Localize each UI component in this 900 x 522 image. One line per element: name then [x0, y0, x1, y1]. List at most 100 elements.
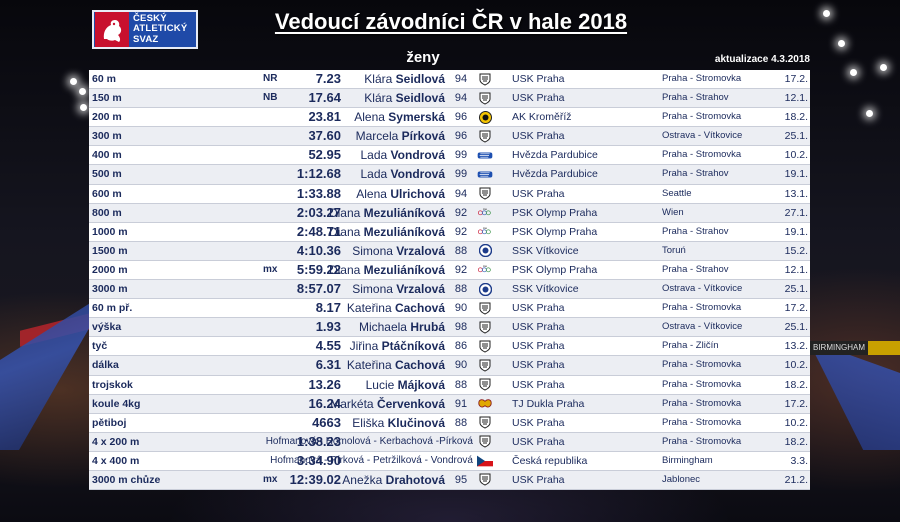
table-row: 60 m př. 8.17 Kateřina Cachová 90 USK Praha P…	[89, 299, 810, 319]
result: 23.81	[308, 109, 341, 125]
athlete-last-name: Májková	[397, 377, 445, 392]
result: 52.95	[308, 147, 341, 163]
club-name: USK Praha	[512, 130, 565, 143]
athlete-name: Alena Symerská	[259, 108, 445, 126]
logo-line-1: ČESKÝ	[133, 12, 167, 24]
athlete-last-name: Mezuliáníková	[363, 205, 445, 220]
club-name: SSK Vítkovice	[512, 244, 579, 257]
club-name: PSK Olymp Praha	[512, 206, 598, 219]
athlete-name: Kateřina Cachová	[259, 299, 445, 317]
athlete-last-name: Cachová	[394, 301, 445, 316]
discipline: 800 m	[92, 206, 122, 219]
athlete-last-name: Červenková	[376, 396, 445, 411]
venue: Praha - Zličín	[662, 340, 719, 352]
table-row: 1500 m 4:10.36 Simona Vrzalová 88 SSK Vítkov…	[89, 241, 810, 261]
venue: Praha - Strahov	[662, 92, 729, 104]
venue: Birmingham	[662, 454, 713, 466]
birth-year: 96	[454, 130, 468, 143]
athlete-last-name: Mezuliáníková	[363, 224, 445, 239]
date: 12.1.	[784, 92, 808, 105]
birth-year: 99	[454, 149, 468, 162]
birth-year: 88	[454, 283, 468, 296]
table-row: 500 m 1:12.68 Lada Vondrová 99 Hvězda Pardub…	[89, 165, 810, 185]
athlete-first-name: Alena	[356, 186, 387, 201]
date: 19.1.	[784, 168, 808, 181]
arena-ad-birmingham: BIRMINGHAM	[810, 341, 868, 355]
club-name: USK Praha	[512, 378, 565, 391]
record-note: NR	[263, 73, 278, 84]
usk-icon	[477, 72, 493, 86]
athlete-first-name: Diana	[328, 224, 361, 239]
result: 1:38.23	[296, 433, 341, 449]
athlete-name: Simona Vrzalová	[259, 242, 445, 260]
table-row: tyč 4.55 Jiřina Ptáčníková 86 USK Praha Praha…	[89, 337, 810, 357]
venue: Praha - Stromovka	[662, 111, 742, 123]
venue: Ostrava - Vítkovice	[662, 321, 743, 333]
club-name: Hvězda Pardubice	[512, 168, 598, 181]
athlete-first-name: Eliška	[352, 415, 385, 430]
birth-year: 92	[454, 225, 468, 238]
ak-kromeriz-icon	[477, 110, 493, 124]
result: 1:33.88	[296, 185, 341, 201]
stadium-light	[70, 78, 77, 85]
venue: Toruń	[662, 244, 686, 256]
athlete-name: Klára Seidlová	[259, 70, 445, 88]
hvezda-icon	[477, 167, 493, 181]
cas-lion-icon	[95, 12, 129, 47]
athlete-name: Lucie Májková	[259, 376, 445, 394]
usk-icon	[477, 301, 493, 315]
date: 10.2.	[784, 149, 808, 162]
result: 7.23	[315, 71, 341, 86]
venue: Praha - Strahov	[662, 263, 729, 275]
athlete-name: Kateřina Cachová	[259, 356, 445, 374]
usk-icon	[477, 378, 493, 392]
table-row: 3000 m chůze 12:39.02 mx Anežka Drahotová 95…	[89, 470, 810, 491]
athlete-name: Alena Ulrichová	[259, 185, 445, 203]
athlete-last-name: Vrzalová	[396, 243, 445, 258]
discipline: 150 m	[92, 92, 122, 105]
result: 3:34.90	[296, 452, 341, 468]
discipline: 60 m př.	[92, 302, 133, 315]
table-row: 1000 m 2:48.71 Diana Mezuliáníková 92 PSK PSK…	[89, 222, 810, 242]
usk-icon	[477, 320, 493, 334]
date: 13.1.	[784, 187, 808, 200]
athlete-first-name: Markéta	[330, 396, 374, 411]
psk-olymp-icon: PSK	[477, 263, 493, 277]
athlete-last-name: Ptáčníková	[381, 339, 445, 354]
athlete-first-name: Alena	[354, 110, 385, 125]
athlete-name: Diana Mezuliáníková	[259, 261, 445, 279]
venue: Ostrava - Vítkovice	[662, 283, 743, 295]
record-note: NB	[263, 92, 278, 104]
club-name: USK Praha	[512, 435, 565, 448]
date: 10.2.	[784, 416, 808, 429]
birth-year: 91	[454, 397, 468, 410]
discipline: 4 x 400 m	[92, 454, 140, 467]
table-row: 4 x 200 m 1:38.23 Hofmanová - Homolová - K…	[89, 432, 810, 452]
result: 4663	[312, 414, 341, 430]
result: 1:12.68	[296, 166, 341, 182]
date: 21.2.	[784, 473, 808, 486]
discipline: koule 4kg	[92, 397, 141, 410]
result: 8:57.07	[296, 281, 341, 297]
athlete-first-name: Klára	[364, 72, 393, 86]
usk-icon	[477, 473, 493, 487]
athlete-name: Klára Seidlová	[259, 89, 445, 107]
athlete-name: Lada Vondrová	[259, 165, 446, 183]
psk-olymp-icon: PSK	[477, 225, 493, 239]
venue: Jablonec	[662, 473, 701, 485]
athlete-first-name: Michaela	[358, 320, 407, 335]
club-name: AK Kroměříž	[512, 111, 572, 124]
cas-logo: ČESKÝ ATLETICKÝ SVAZ	[92, 10, 198, 49]
venue: Praha - Stromovka	[662, 435, 742, 447]
athlete-last-name: Seidlová	[395, 91, 445, 106]
birth-year: 94	[454, 187, 468, 200]
club-name: Hvězda Pardubice	[512, 149, 598, 162]
birth-year: 92	[454, 263, 468, 276]
record-note: mx	[263, 473, 278, 485]
result: 37.60	[308, 128, 341, 144]
usk-icon	[477, 435, 493, 449]
venue: Praha - Stromovka	[662, 302, 742, 314]
dukla-icon	[477, 397, 493, 411]
venue: Ostrava - Vítkovice	[662, 130, 743, 142]
club-name: Česká republika	[512, 454, 588, 467]
